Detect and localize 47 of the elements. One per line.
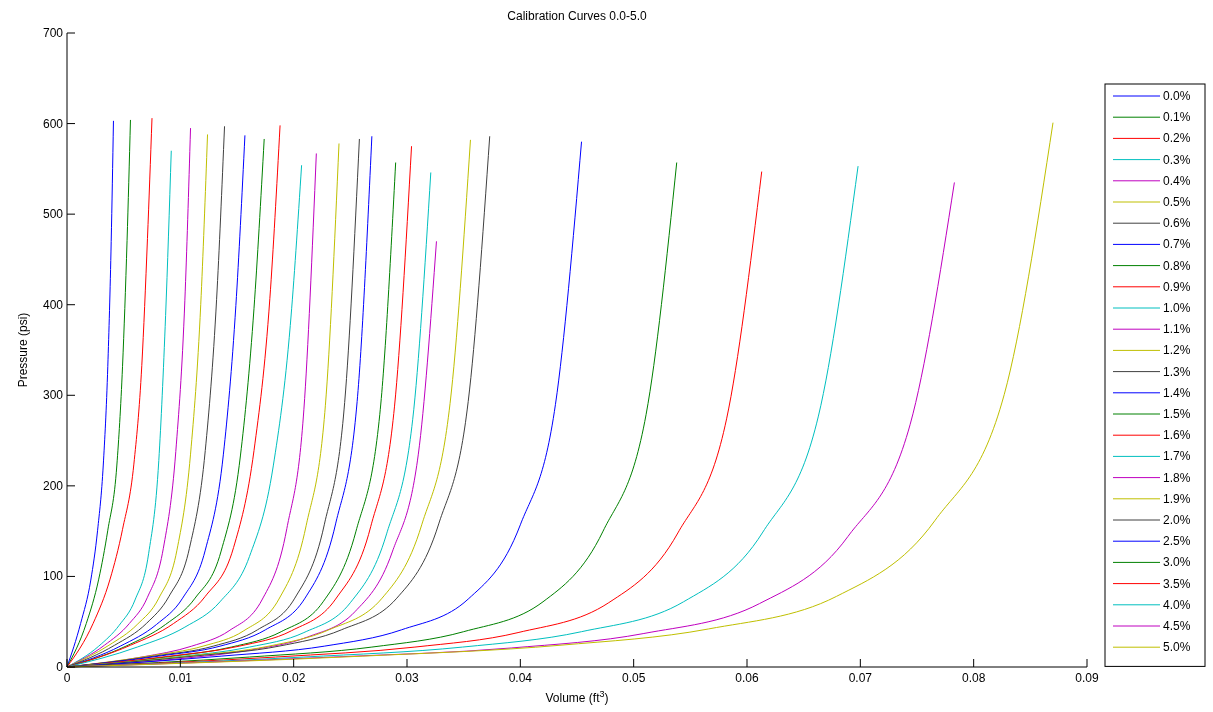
legend-label: 1.0% [1163, 301, 1191, 315]
legend-label: 0.1% [1163, 110, 1191, 125]
legend-label: 0.2% [1163, 131, 1191, 146]
legend-label: 1.9% [1163, 491, 1191, 506]
x-tick-label: 0.02 [281, 671, 306, 685]
legend-label: 0.3% [1163, 152, 1191, 167]
y-tick-label: 400 [42, 297, 64, 312]
legend-label: 1.7% [1163, 449, 1191, 464]
x-tick-label: 0.05 [621, 671, 646, 685]
y-tick-label: 200 [42, 478, 64, 493]
legend-label: 0.6% [1163, 216, 1191, 231]
legend-label: 1.5% [1163, 407, 1191, 421]
legend-label: 0.9% [1163, 279, 1191, 294]
legend-label: 0.8% [1163, 258, 1191, 273]
chart-title: Calibration Curves 0.0-5.0 [507, 9, 648, 23]
legend-label: 4.0% [1163, 597, 1191, 612]
x-tick-label: 0.04 [508, 671, 533, 685]
legend-label: 4.5% [1163, 619, 1191, 633]
legend-label: 2.0% [1163, 513, 1191, 527]
legend-label: 1.8% [1163, 470, 1191, 485]
legend-label: 0.0% [1163, 89, 1191, 103]
legend-label: 1.2% [1163, 343, 1191, 358]
x-tick-label: 0.03 [395, 671, 419, 685]
y-tick-label: 700 [42, 26, 64, 40]
x-tick-label: 0.06 [735, 671, 759, 685]
y-tick-label: 0 [56, 660, 64, 674]
legend-label: 3.5% [1163, 576, 1191, 591]
x-tick-label: 0.01 [168, 671, 193, 685]
legend-label: 1.3% [1163, 364, 1191, 379]
legend-label: 0.5% [1163, 195, 1191, 209]
legend-label: 0.4% [1163, 173, 1191, 188]
x-tick-label: 0.09 [1075, 671, 1099, 685]
legend-label: 3.0% [1163, 555, 1191, 570]
legend-label: 1.1% [1163, 322, 1191, 337]
y-tick-label: 300 [42, 388, 64, 403]
x-axis-title: Volume (ft$^{3}$) [545, 689, 609, 705]
legend-label: 5.0% [1163, 640, 1191, 655]
y-tick-label: 600 [42, 116, 64, 131]
x-tick-label: 0.08 [961, 671, 986, 685]
y-tick-label: 100 [42, 569, 64, 584]
y-axis-title: Pressure (psi) [16, 312, 30, 388]
legend-label: 1.4% [1163, 385, 1191, 400]
legend-label: 1.6% [1163, 428, 1191, 443]
legend-label: 2.5% [1163, 534, 1191, 549]
y-tick-label: 500 [42, 207, 64, 222]
legend-label: 0.7% [1163, 237, 1191, 252]
x-tick-label: 0.07 [848, 671, 873, 685]
